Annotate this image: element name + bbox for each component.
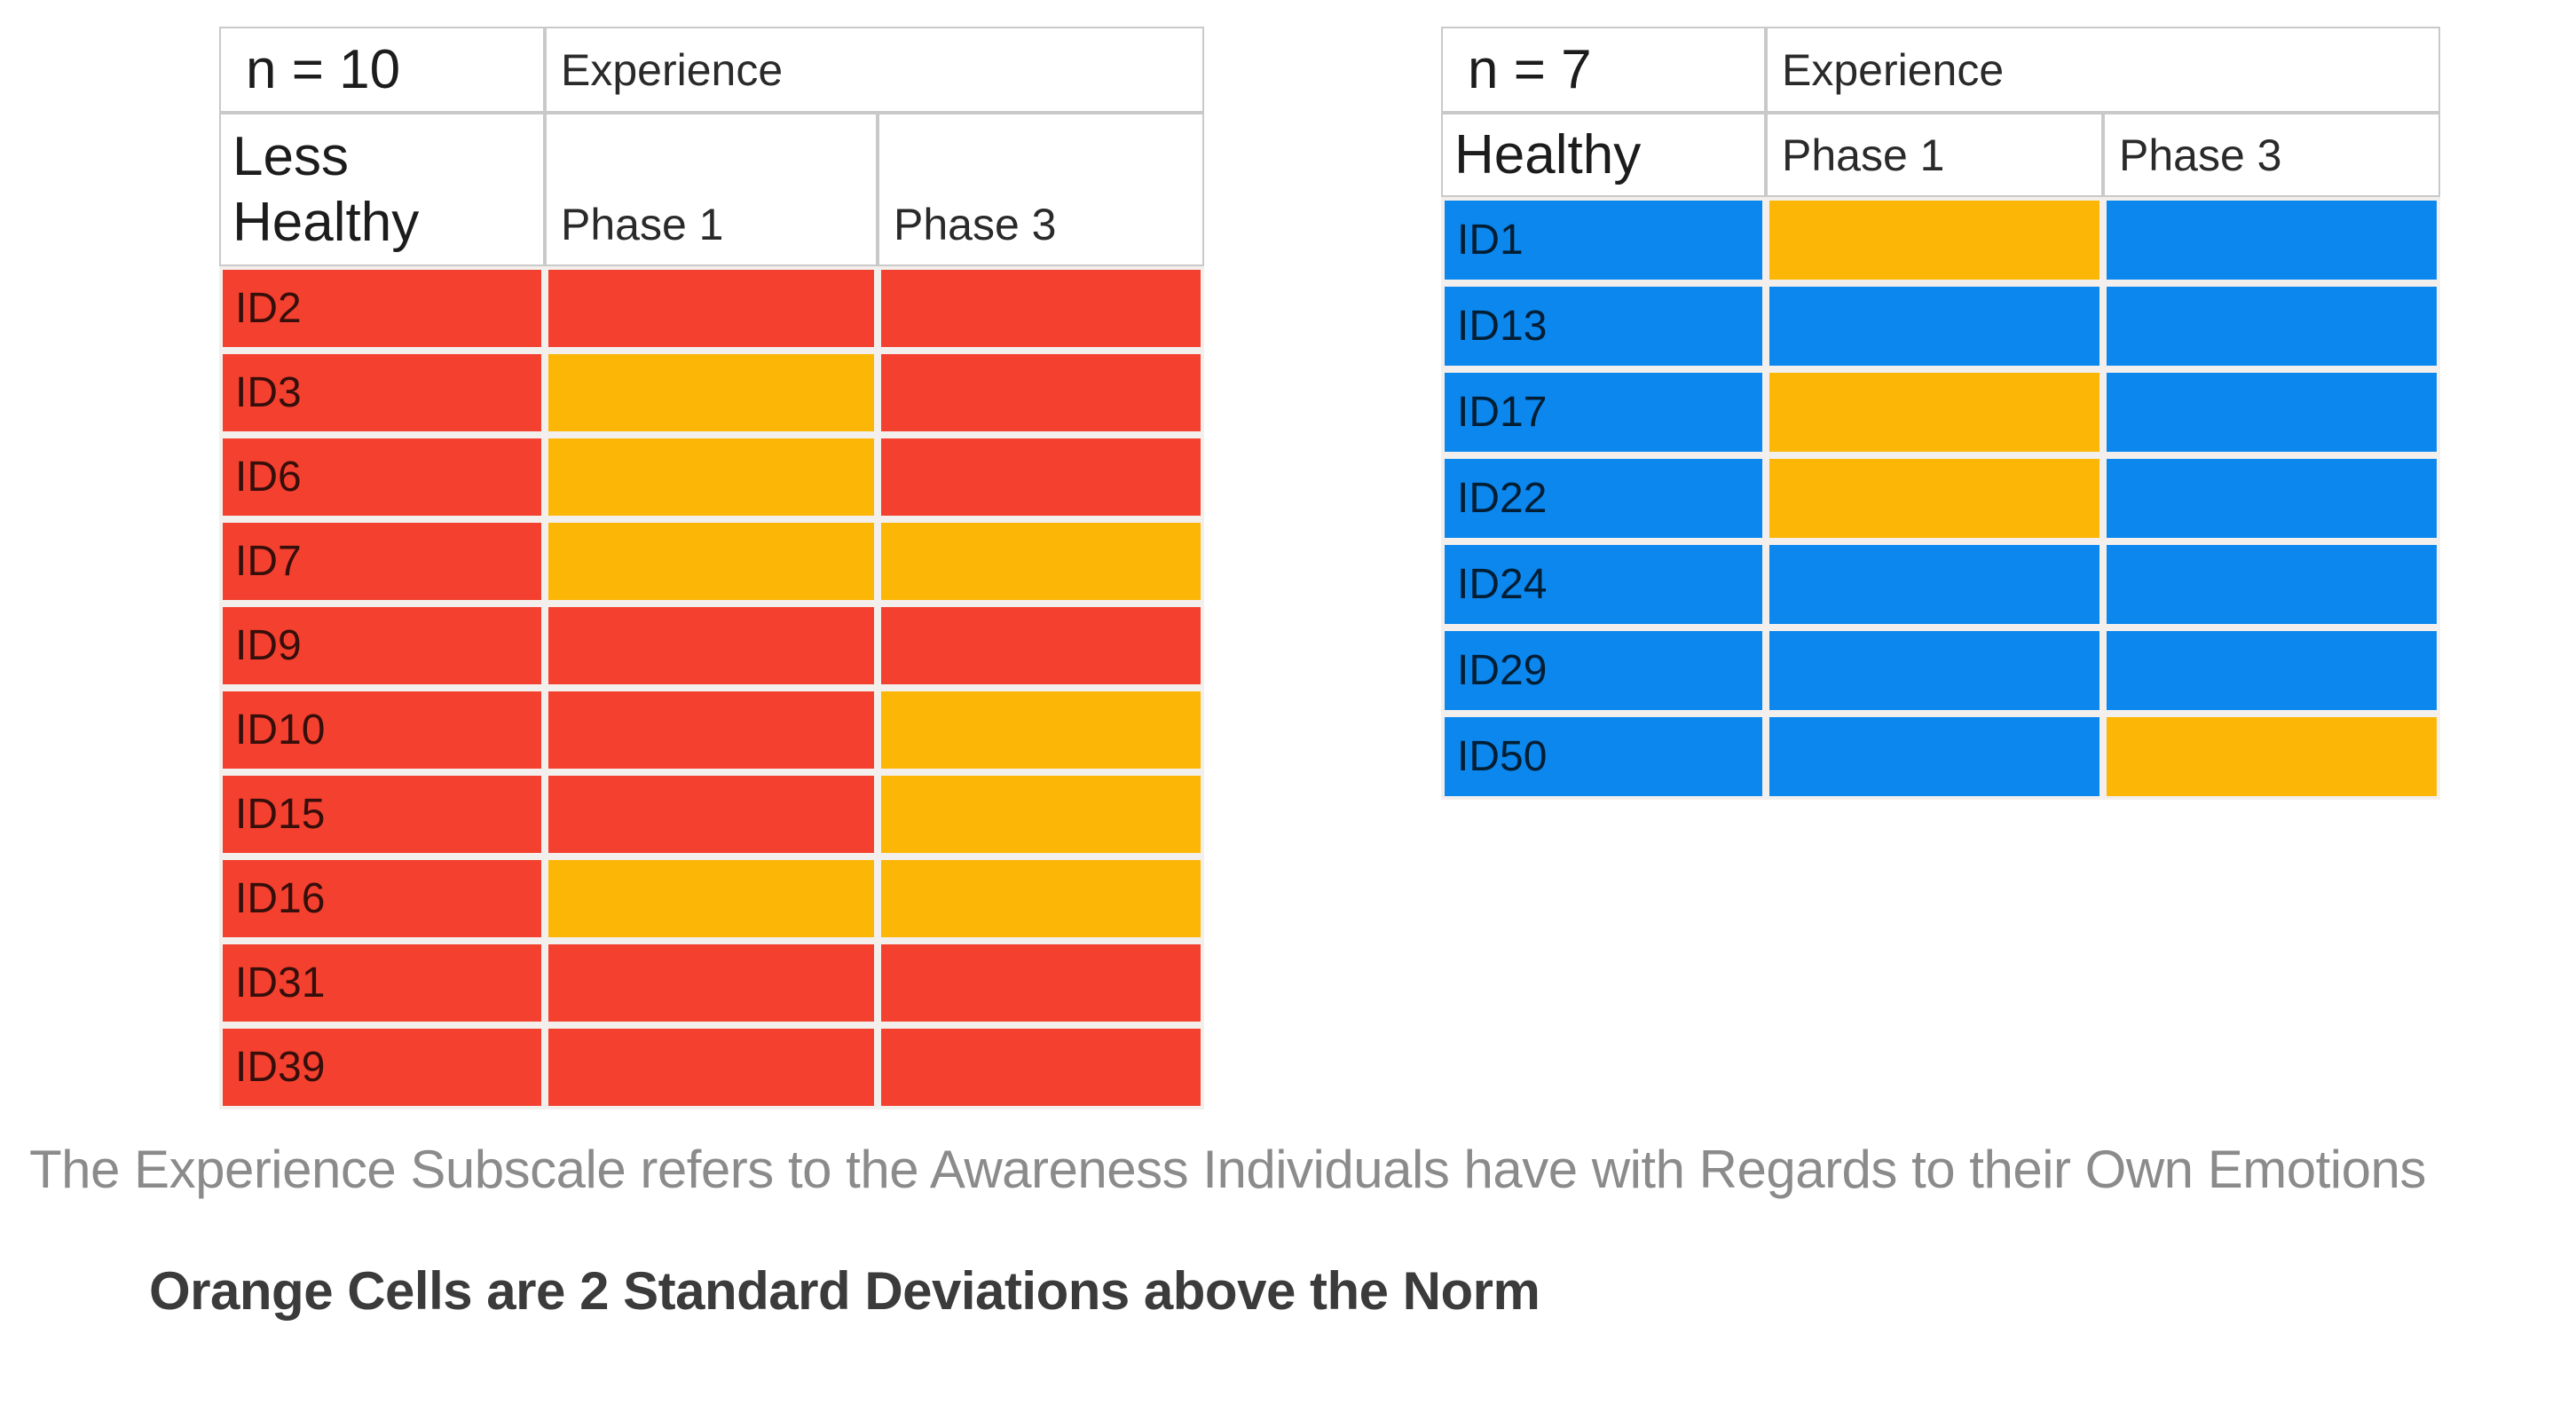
- phase3-value-cell: [878, 941, 1204, 1025]
- participant-id-label: ID31: [235, 959, 326, 1006]
- less-healthy-group-cell: Less Healthy: [219, 113, 545, 266]
- participant-id-cell: ID10: [219, 688, 545, 772]
- phase1-value-cell: [545, 1025, 878, 1109]
- phase3-header-label: Phase 3: [2119, 130, 2282, 180]
- healthy-phase1-header: Phase 1: [1766, 113, 2103, 197]
- participant-id-cell: ID2: [219, 266, 545, 351]
- phase3-value-cell: [878, 604, 1204, 688]
- participant-id-cell: ID6: [219, 435, 545, 519]
- phase3-value-cell: [2103, 455, 2440, 541]
- less-healthy-phase3-header: Phase 3: [878, 113, 1204, 266]
- subscale-description: The Experience Subscale refers to the Aw…: [29, 1140, 2426, 1199]
- phase3-value-cell: [2103, 541, 2440, 628]
- participant-id-cell: ID17: [1441, 369, 1766, 455]
- healthy-phase3-header: Phase 3: [2103, 113, 2440, 197]
- phase1-value-cell: [545, 856, 878, 941]
- participant-id-label: ID7: [235, 538, 302, 585]
- participant-id-cell: ID3: [219, 351, 545, 435]
- phase3-value-cell: [878, 519, 1204, 604]
- phase1-value-cell: [545, 688, 878, 772]
- less-healthy-subscale-label: Experience: [561, 44, 784, 95]
- phase1-value-cell: [545, 519, 878, 604]
- less-healthy-group-label: Less Healthy: [232, 126, 420, 253]
- phase1-value-cell: [545, 941, 878, 1025]
- phase1-value-cell: [1766, 714, 2103, 800]
- phase1-value-cell: [545, 772, 878, 856]
- phase3-value-cell: [878, 351, 1204, 435]
- participant-id-label: ID16: [235, 875, 326, 922]
- participant-id-label: ID1: [1457, 217, 1524, 264]
- phase1-header-label: Phase 1: [561, 200, 724, 249]
- participant-id-cell: ID1: [1441, 197, 1766, 283]
- phase3-value-cell: [878, 266, 1204, 351]
- participant-id-label: ID6: [235, 454, 302, 501]
- participant-id-label: ID2: [235, 285, 302, 332]
- phase1-value-cell: [1766, 197, 2103, 283]
- less-healthy-subscale-cell: Experience: [545, 27, 1204, 113]
- healthy-group-label: Healthy: [1454, 123, 1642, 185]
- less-healthy-phase1-header: Phase 1: [545, 113, 878, 266]
- phase3-value-cell: [878, 1025, 1204, 1109]
- phase3-header-label: Phase 3: [894, 200, 1057, 249]
- less-healthy-n-label: n = 10: [246, 39, 401, 100]
- phase1-value-cell: [545, 351, 878, 435]
- phase1-value-cell: [1766, 283, 2103, 369]
- participant-id-label: ID29: [1457, 647, 1548, 694]
- phase1-value-cell: [1766, 541, 2103, 628]
- participant-id-cell: ID39: [219, 1025, 545, 1109]
- participant-id-cell: ID22: [1441, 455, 1766, 541]
- phase1-value-cell: [1766, 455, 2103, 541]
- healthy-subscale-cell: Experience: [1766, 27, 2440, 113]
- participant-id-label: ID22: [1457, 475, 1548, 522]
- phase3-value-cell: [878, 435, 1204, 519]
- phase3-value-cell: [2103, 283, 2440, 369]
- participant-id-cell: ID50: [1441, 714, 1766, 800]
- participant-id-cell: ID31: [219, 941, 545, 1025]
- phase1-value-cell: [545, 266, 878, 351]
- participant-id-label: ID50: [1457, 733, 1548, 780]
- participant-id-label: ID13: [1457, 303, 1548, 350]
- participant-id-cell: ID16: [219, 856, 545, 941]
- orange-cells-note: Orange Cells are 2 Standard Deviations a…: [149, 1261, 1540, 1321]
- participant-id-label: ID10: [235, 706, 326, 754]
- phase1-value-cell: [1766, 628, 2103, 714]
- participant-id-label: ID9: [235, 622, 302, 669]
- less-healthy-table: n = 10 Experience Less Healthy Phase 1 P…: [219, 27, 1204, 1109]
- participant-id-label: ID39: [235, 1044, 326, 1091]
- phase3-value-cell: [878, 772, 1204, 856]
- healthy-group-cell: Healthy: [1441, 113, 1766, 197]
- phase1-value-cell: [545, 435, 878, 519]
- participant-id-cell: ID15: [219, 772, 545, 856]
- healthy-subscale-label: Experience: [1782, 44, 2005, 95]
- phase3-value-cell: [2103, 369, 2440, 455]
- participant-id-label: ID24: [1457, 561, 1548, 608]
- phase3-value-cell: [878, 688, 1204, 772]
- phase3-value-cell: [2103, 628, 2440, 714]
- less-healthy-n-cell: n = 10: [219, 27, 545, 113]
- participant-id-cell: ID24: [1441, 541, 1766, 628]
- participant-id-label: ID17: [1457, 389, 1548, 436]
- healthy-n-label: n = 7: [1468, 39, 1592, 100]
- phase1-value-cell: [1766, 369, 2103, 455]
- phase1-header-label: Phase 1: [1782, 130, 1945, 180]
- healthy-n-cell: n = 7: [1441, 27, 1766, 113]
- participant-id-cell: ID7: [219, 519, 545, 604]
- phase3-value-cell: [2103, 714, 2440, 800]
- participant-id-cell: ID29: [1441, 628, 1766, 714]
- phase1-value-cell: [545, 604, 878, 688]
- participant-id-label: ID3: [235, 369, 302, 416]
- phase3-value-cell: [2103, 197, 2440, 283]
- phase3-value-cell: [878, 856, 1204, 941]
- healthy-table: n = 7 Experience Healthy Phase 1 Phase 3…: [1441, 27, 2440, 800]
- participant-id-label: ID15: [235, 791, 326, 838]
- participant-id-cell: ID13: [1441, 283, 1766, 369]
- participant-id-cell: ID9: [219, 604, 545, 688]
